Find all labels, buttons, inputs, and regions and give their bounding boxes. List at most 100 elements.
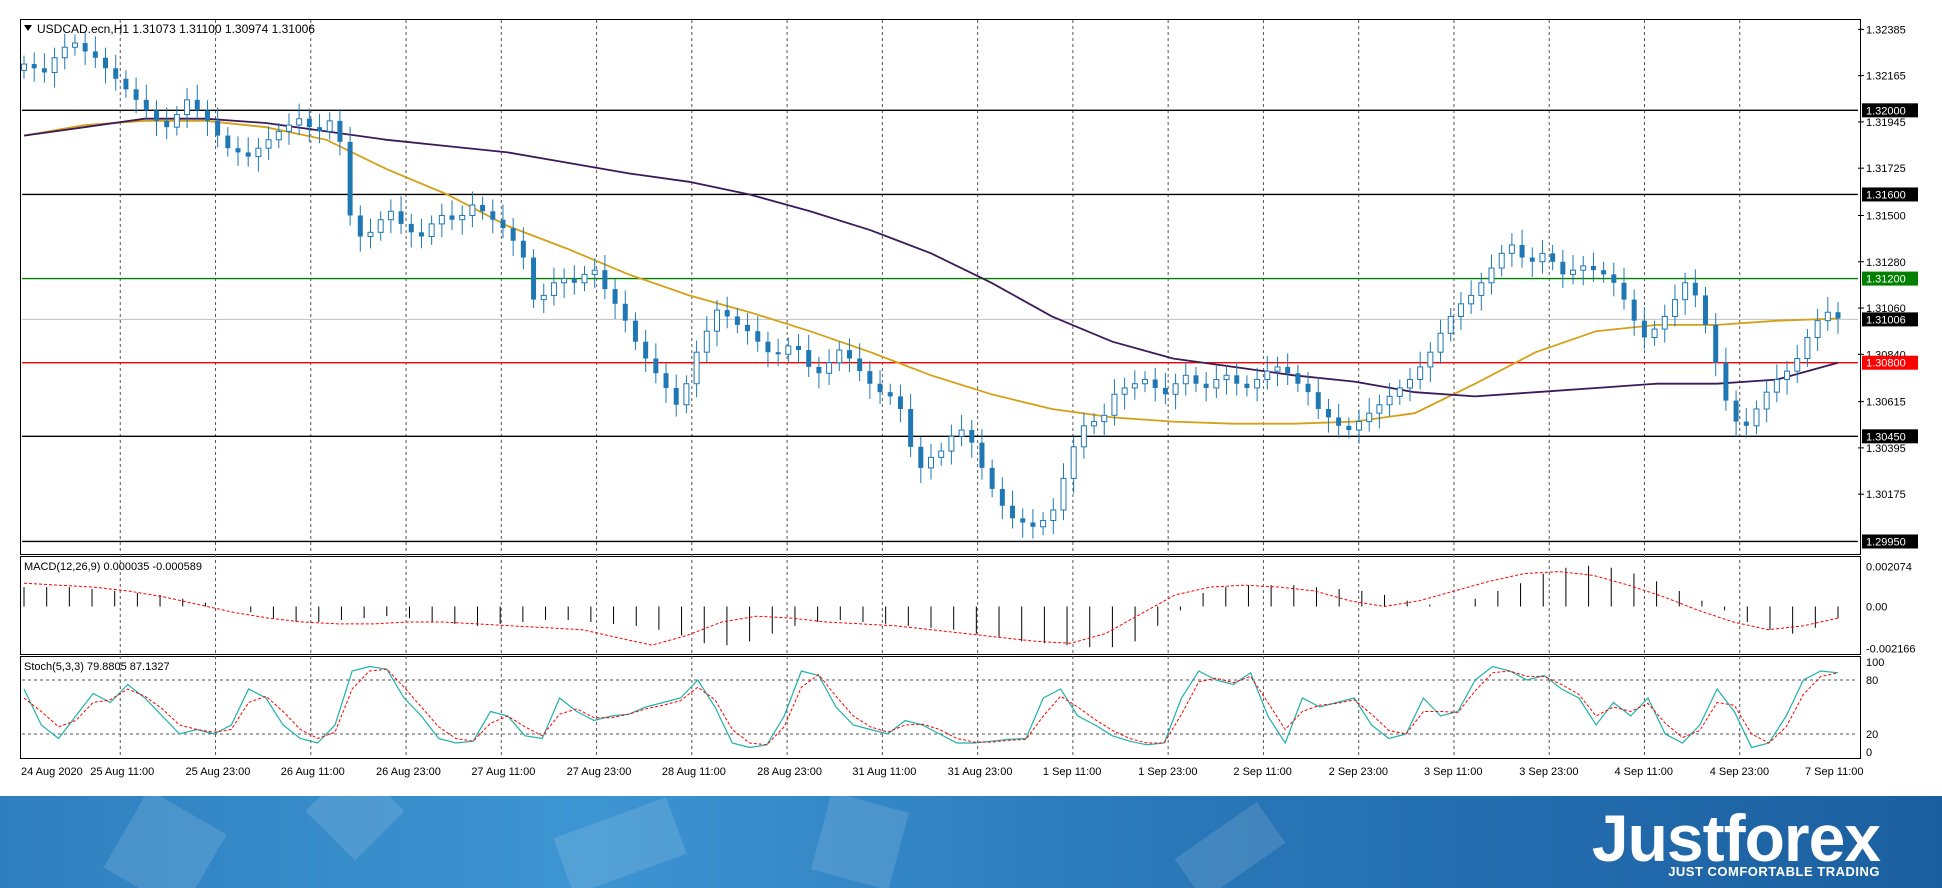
symbol-header: USDCAD.ecn,H1 1.31073 1.31100 1.30974 1.…	[37, 22, 315, 36]
candle-body	[1213, 379, 1220, 389]
candle-body	[1111, 393, 1118, 416]
candle-body	[1682, 282, 1689, 301]
time-tick-label: 27 Aug 11:00	[471, 766, 535, 778]
stoch-signal-line	[23, 668, 1839, 746]
time-tick-label: 26 Aug 11:00	[281, 766, 345, 778]
current-price-tag-text: 1.31006	[1866, 314, 1906, 326]
price-tick-label: 1.30175	[1866, 489, 1906, 501]
candle-body	[1835, 312, 1841, 319]
candle-body	[989, 467, 995, 489]
candle-body	[1824, 311, 1831, 322]
time-tick-label: 24 Aug 2020	[21, 766, 83, 778]
candle-body	[1274, 366, 1281, 372]
candle-body	[1743, 421, 1749, 426]
candle-body	[1539, 252, 1546, 263]
candle-body	[265, 139, 272, 149]
candle-body	[969, 430, 975, 443]
candle-body	[1814, 320, 1821, 338]
candle-body	[785, 345, 792, 355]
price-tick-label: 1.30615	[1866, 397, 1906, 409]
candle-body	[1468, 294, 1475, 305]
candle-body	[612, 289, 618, 304]
candle-body	[765, 341, 771, 353]
candle-body	[387, 210, 394, 221]
time-tick-label: 2 Sep 23:00	[1329, 766, 1388, 778]
candle-body	[438, 214, 445, 225]
level-tag-bg	[1862, 271, 1918, 286]
candle-body	[550, 282, 557, 296]
decor-shard	[811, 796, 909, 888]
candle-body	[1121, 387, 1128, 395]
candle-body	[92, 51, 98, 58]
time-tick-label: 3 Sep 23:00	[1519, 766, 1578, 778]
candle-body	[673, 387, 679, 405]
candle-body	[357, 215, 363, 237]
candle-body	[82, 43, 88, 52]
time-tick-label: 3 Sep 11:00	[1424, 766, 1483, 778]
price-tick-label: 1.30395	[1866, 443, 1906, 455]
candle-body	[1315, 392, 1321, 409]
candle-body	[326, 120, 333, 132]
candle-body	[1671, 299, 1678, 317]
collapse-triangle-icon[interactable]	[24, 25, 32, 31]
candle-body	[948, 435, 955, 452]
candle-body	[306, 118, 312, 128]
level-tag-bg	[1862, 429, 1918, 444]
candle-body	[51, 57, 58, 73]
candle-body	[153, 110, 159, 121]
price-tick-label: 1.31725	[1866, 163, 1906, 175]
candle-body	[367, 231, 374, 238]
candle-body	[979, 442, 985, 468]
stoch-label: Stoch(5,3,3) 79.8805 87.1327	[24, 661, 170, 673]
candle-body	[408, 223, 414, 233]
candle-body	[1478, 282, 1485, 296]
candle-body	[1773, 379, 1780, 393]
candle-body	[1336, 417, 1342, 426]
candle-body	[1295, 373, 1301, 384]
decor-shard	[553, 797, 687, 888]
candle-body	[31, 64, 37, 69]
candle-body	[194, 99, 200, 111]
candle-body	[510, 228, 516, 241]
level-tags: 1.32000 1.31600 1.31200 1.30800 1.30450 1.299…	[1862, 103, 1918, 549]
candle-body	[1661, 315, 1668, 330]
candle-body	[1692, 282, 1698, 296]
candle-body	[1010, 505, 1016, 519]
candle-body	[713, 309, 720, 332]
time-tick-label: 4 Sep 11:00	[1614, 766, 1673, 778]
decor-shard	[1174, 801, 1286, 888]
candle-body	[204, 110, 210, 121]
candle-body	[103, 57, 109, 69]
candle-body	[1285, 366, 1291, 374]
candle-body	[806, 350, 812, 367]
candle-body	[683, 383, 690, 406]
candle-body	[123, 78, 129, 90]
level-tag-text: 1.29950	[1866, 536, 1906, 548]
candle-body	[1254, 379, 1261, 389]
candle-body	[1305, 383, 1311, 393]
candle-body	[377, 219, 384, 233]
candle-body	[999, 488, 1005, 506]
time-tick-label: 1 Sep 11:00	[1043, 766, 1102, 778]
candle-body	[796, 345, 802, 351]
decor-shard	[103, 796, 227, 888]
candle-body	[317, 127, 323, 132]
candle-body	[531, 257, 537, 300]
level-tag-text: 1.32000	[1866, 105, 1906, 117]
time-tick-label: 2 Sep 11:00	[1233, 766, 1292, 778]
candles	[21, 31, 1841, 539]
candle-body	[928, 456, 934, 469]
stoch-main-line	[23, 665, 1839, 749]
candle-body	[1427, 351, 1434, 368]
candle-body	[1570, 269, 1577, 275]
brand-slogan: JUST COMFORTABLE TRADING	[1668, 864, 1880, 879]
candle-body	[1376, 404, 1383, 414]
candle-body	[1550, 253, 1556, 262]
candle-body	[164, 120, 170, 128]
candle-body	[1142, 379, 1149, 385]
brand-footer	[0, 796, 1942, 888]
candle-body	[1601, 270, 1607, 275]
candle-body	[775, 352, 781, 355]
moving-average-line	[23, 119, 1839, 425]
candle-body	[184, 99, 191, 116]
